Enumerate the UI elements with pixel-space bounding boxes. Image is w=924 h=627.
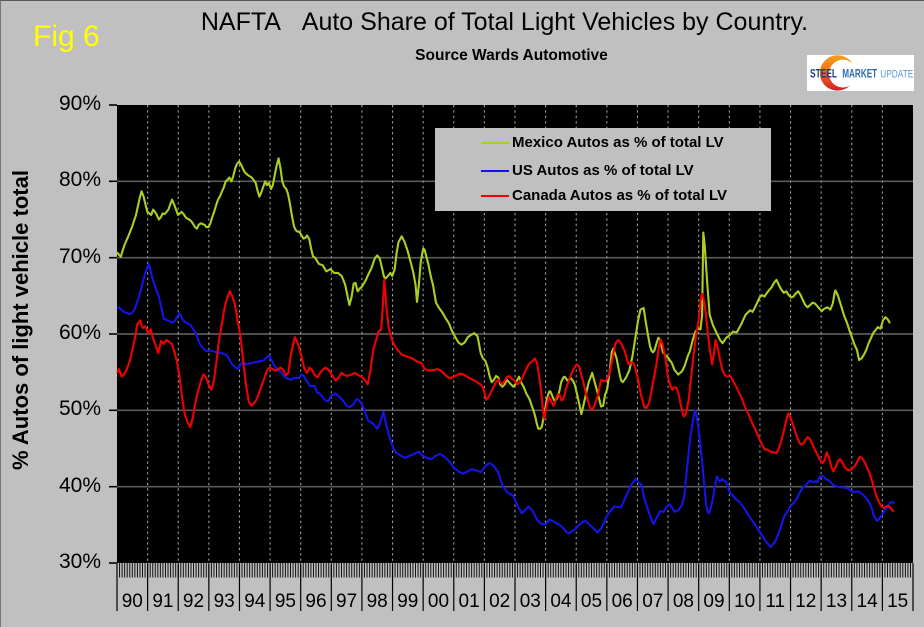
svg-text:MARKET: MARKET — [842, 69, 877, 81]
svg-text:STEEL: STEEL — [810, 67, 837, 81]
svg-text:UPDATE: UPDATE — [880, 69, 913, 81]
